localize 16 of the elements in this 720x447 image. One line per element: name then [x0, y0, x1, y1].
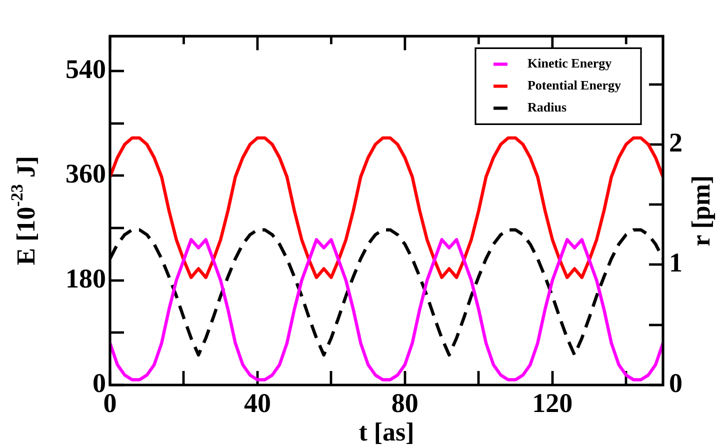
y2-axis-title: r [pm] [686, 175, 716, 246]
y2-tick-label: 0 [669, 368, 682, 398]
y2-tick-label: 2 [669, 127, 682, 158]
y2-tick-label: 1 [669, 248, 682, 278]
legend-label: Kinetic Energy [527, 56, 612, 71]
x-axis-title: t [as] [358, 418, 414, 447]
y-axis-title: E [10-23 J] [8, 156, 41, 266]
legend-label: Radius [527, 100, 567, 115]
y-tick-label: 540 [66, 54, 106, 84]
x-tick-label: 40 [244, 388, 271, 418]
y-tick-label: 360 [66, 158, 106, 189]
legend-label: Potential Energy [527, 78, 622, 93]
x-tick-label: 80 [391, 388, 418, 418]
x-tick-label: 120 [532, 388, 573, 418]
y-tick-label: 0 [92, 368, 106, 398]
y-tick-label: 180 [66, 263, 106, 294]
